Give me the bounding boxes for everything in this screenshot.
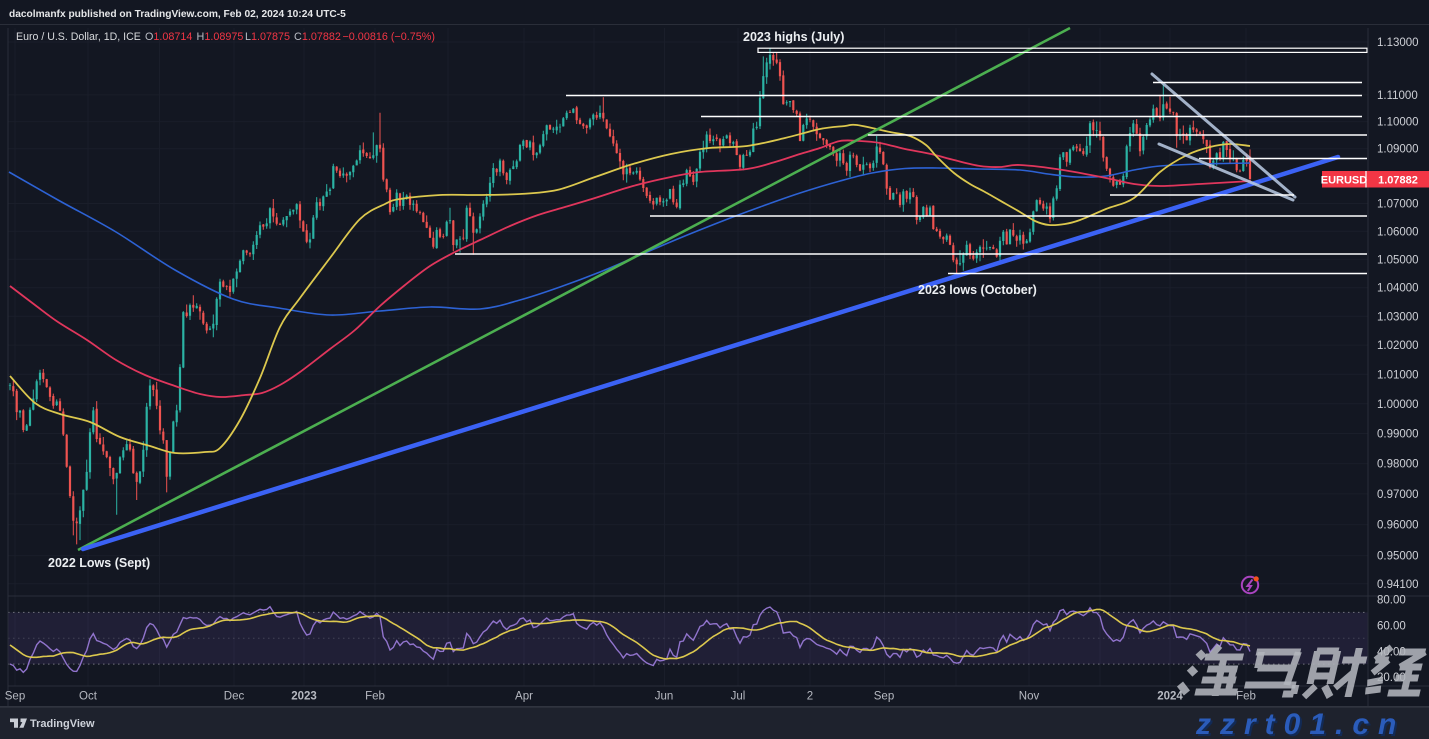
svg-text:0.99000: 0.99000	[1377, 429, 1419, 441]
svg-text:dacolmanfx published on Tradin: dacolmanfx published on TradingView.com,…	[9, 9, 346, 20]
svg-text:1.03000: 1.03000	[1377, 311, 1419, 323]
svg-text:1.10000: 1.10000	[1377, 117, 1419, 129]
svg-text:O1.08714: O1.08714	[145, 31, 192, 43]
svg-text:1.07882: 1.07882	[1378, 174, 1418, 186]
svg-text:zzrt01.cn: zzrt01.cn	[1197, 710, 1407, 739]
svg-text:1.05000: 1.05000	[1377, 254, 1419, 266]
svg-text:1.07000: 1.07000	[1377, 199, 1419, 211]
svg-text:Nov: Nov	[1019, 691, 1040, 703]
svg-text:Feb: Feb	[365, 691, 385, 703]
svg-text:0.97000: 0.97000	[1377, 489, 1419, 501]
svg-text:2024: 2024	[1157, 691, 1183, 703]
svg-text:1.04000: 1.04000	[1377, 283, 1419, 295]
svg-text:1.01000: 1.01000	[1377, 369, 1419, 381]
svg-text:Dec: Dec	[224, 691, 245, 703]
svg-text:1.06000: 1.06000	[1377, 226, 1419, 238]
svg-text:0.98000: 0.98000	[1377, 459, 1419, 471]
svg-text:2: 2	[807, 691, 813, 703]
svg-text:0.96000: 0.96000	[1377, 520, 1419, 532]
svg-text:80.00: 80.00	[1377, 595, 1406, 607]
svg-text:0.94100: 0.94100	[1377, 579, 1419, 591]
svg-text:Feb: Feb	[1236, 691, 1256, 703]
svg-text:EURUSD: EURUSD	[1321, 174, 1368, 186]
svg-text:2023 highs (July): 2023 highs (July)	[743, 30, 844, 44]
svg-text:60.00: 60.00	[1377, 620, 1406, 632]
svg-text:1.13000: 1.13000	[1377, 37, 1419, 49]
svg-text:Jun: Jun	[655, 691, 674, 703]
svg-text:Apr: Apr	[515, 691, 533, 703]
svg-text:2023 lows (October): 2023 lows (October)	[918, 283, 1037, 297]
svg-text:1.00000: 1.00000	[1377, 399, 1419, 411]
svg-text:Euro / U.S. Dollar, 1D, ICE: Euro / U.S. Dollar, 1D, ICE	[16, 31, 141, 43]
svg-text:Jul: Jul	[731, 691, 746, 703]
svg-text:zzrt01.cn: zzrt01.cn	[1195, 708, 1405, 739]
svg-text:1.09000: 1.09000	[1377, 144, 1419, 156]
svg-text:Oct: Oct	[79, 691, 98, 703]
svg-text:−0.00816 (−0.75%): −0.00816 (−0.75%)	[343, 31, 435, 43]
svg-text:Sep: Sep	[5, 691, 25, 703]
svg-text:Sep: Sep	[874, 691, 894, 703]
svg-text:1.02000: 1.02000	[1377, 340, 1419, 352]
svg-text:C1.07882: C1.07882	[294, 31, 341, 43]
svg-text:TradingView: TradingView	[30, 718, 95, 730]
svg-text:1.11000: 1.11000	[1377, 90, 1418, 102]
svg-text:L1.07875: L1.07875	[245, 31, 290, 43]
svg-text:H1.08975: H1.08975	[197, 31, 244, 43]
svg-text:0.95000: 0.95000	[1377, 551, 1419, 563]
svg-text:2023: 2023	[291, 691, 317, 703]
svg-text:2022 Lows (Sept): 2022 Lows (Sept)	[48, 556, 150, 570]
